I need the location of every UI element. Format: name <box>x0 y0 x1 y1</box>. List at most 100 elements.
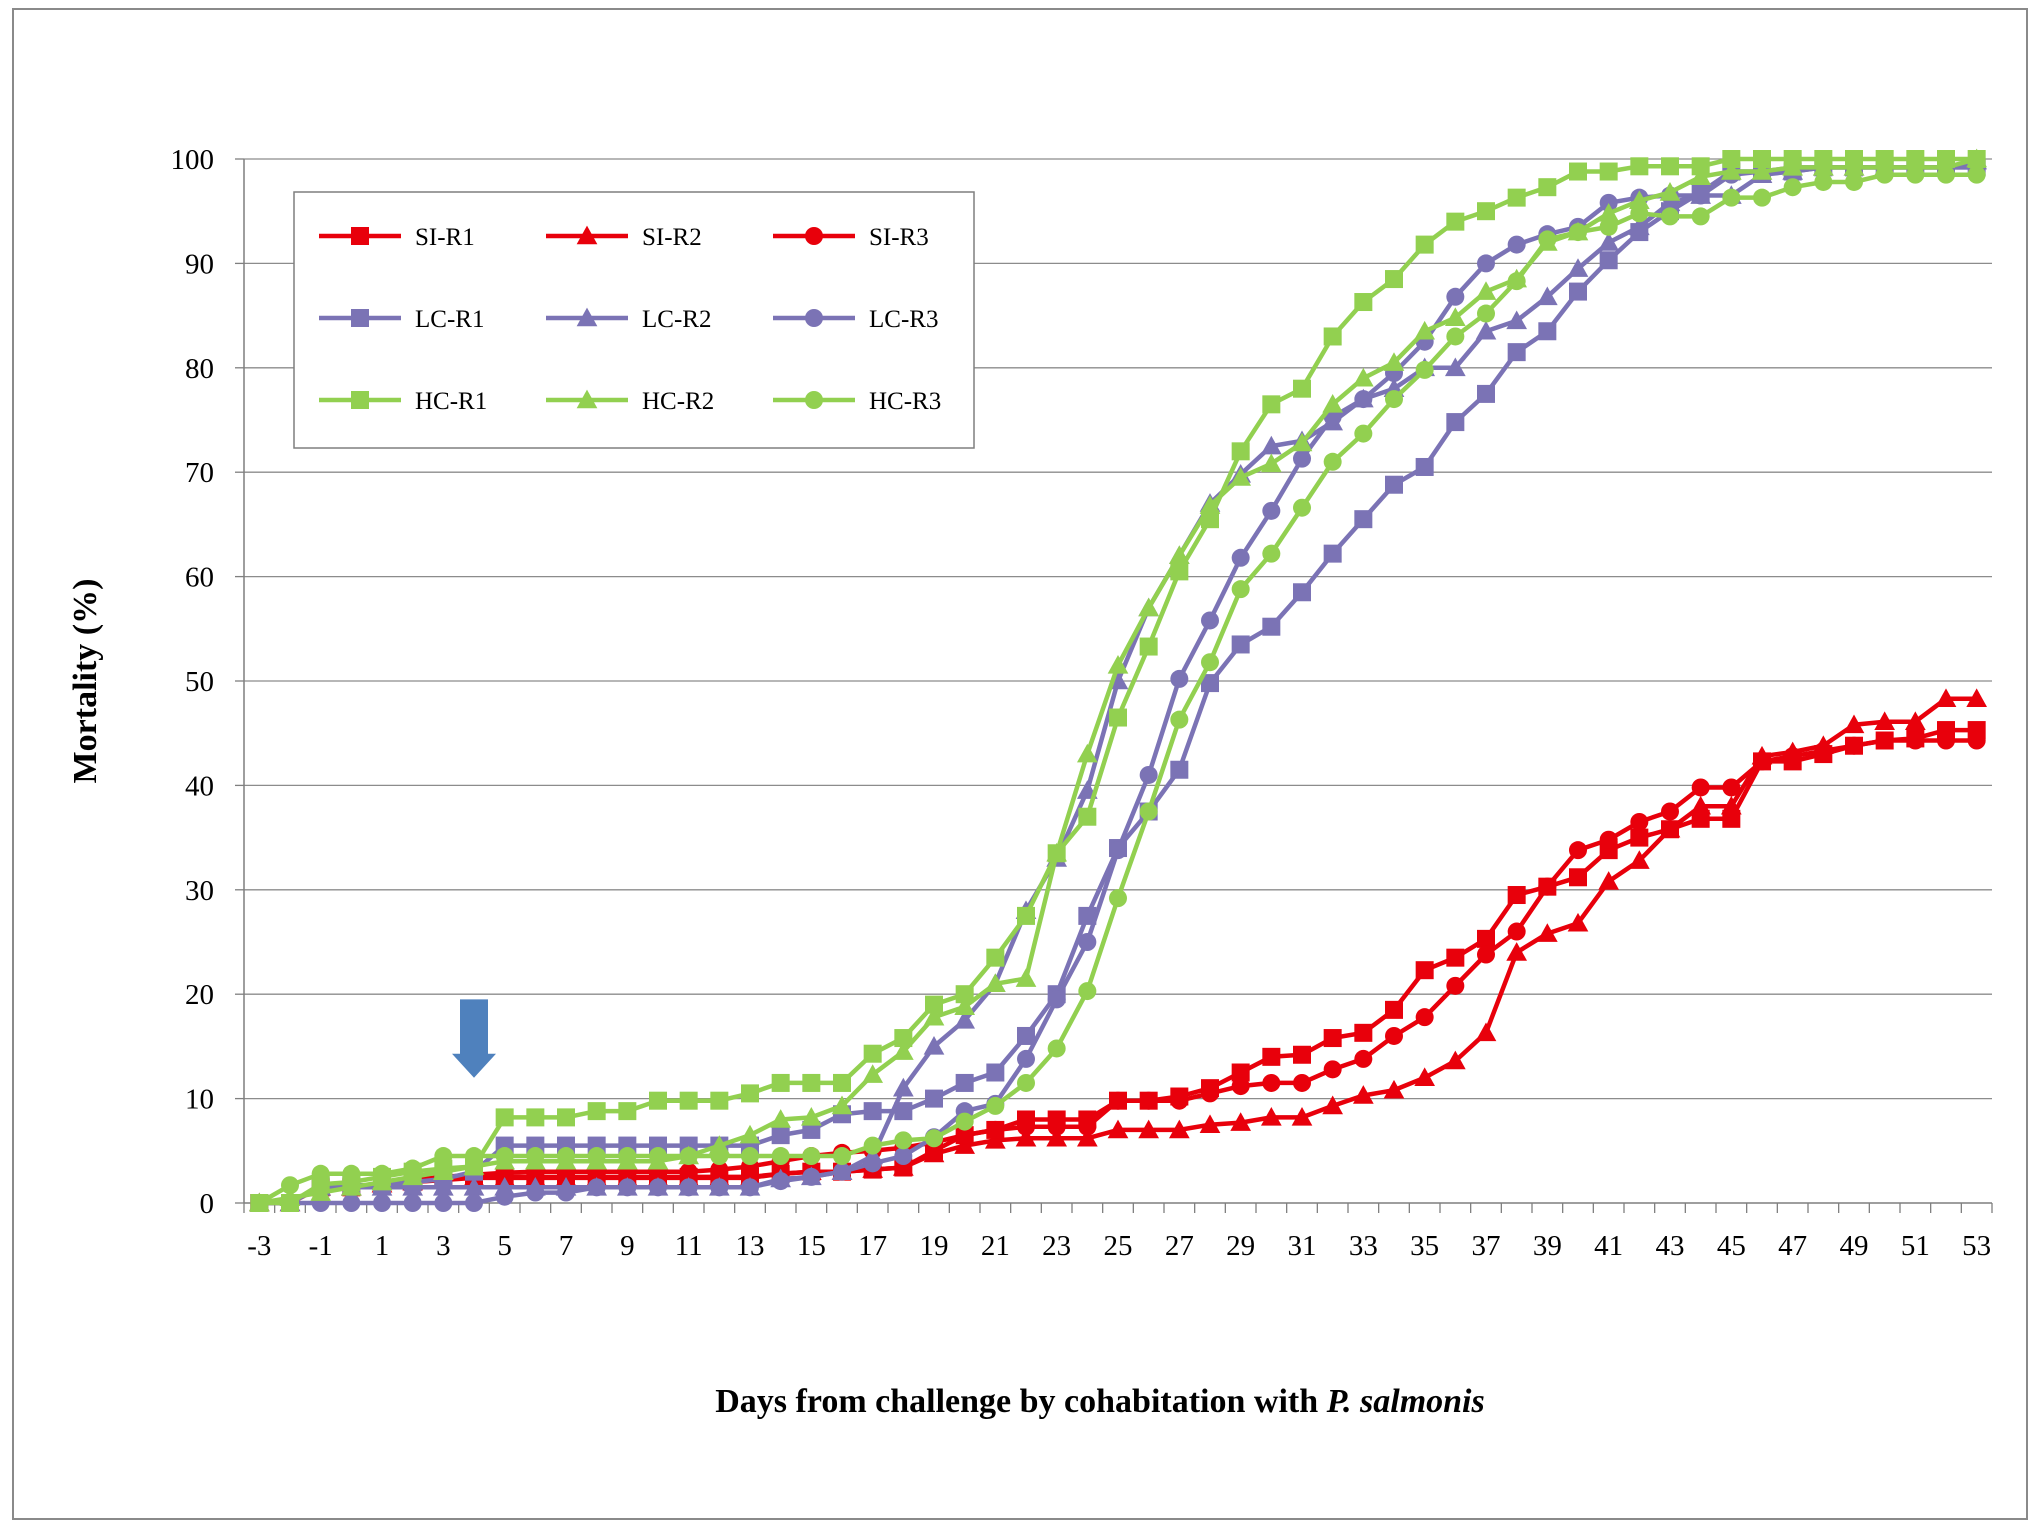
marker-circle <box>1354 424 1373 443</box>
marker-triangle <box>892 1041 914 1060</box>
marker-triangle <box>923 1143 945 1163</box>
y-tick-label: 50 <box>185 666 214 698</box>
marker-square <box>1201 674 1219 693</box>
legend-item-hc-r2: HC-R2 <box>546 388 714 415</box>
x-tick-label: 21 <box>981 1230 1010 1262</box>
marker-square <box>1630 828 1649 847</box>
marker-circle <box>587 1178 606 1197</box>
marker-square <box>1262 395 1281 414</box>
marker-square <box>1599 162 1618 181</box>
marker-circle <box>434 1194 453 1212</box>
marker-circle <box>1967 731 1986 750</box>
marker-square <box>710 1091 729 1110</box>
marker-triangle <box>1628 850 1650 869</box>
x-tick-label: 25 <box>1104 1230 1133 1262</box>
x-tick-label: 11 <box>675 1230 703 1262</box>
marker-square <box>1078 906 1097 925</box>
marker-circle <box>1722 188 1741 207</box>
y-tick-label: 70 <box>185 457 214 489</box>
legend-item-si-r1: SI-R1 <box>319 224 475 251</box>
marker-triangle <box>1444 1050 1466 1070</box>
marker-triangle <box>1383 352 1405 371</box>
marker-square <box>1753 150 1771 168</box>
marker-triangle <box>1383 1079 1405 1099</box>
marker-circle <box>557 1147 575 1166</box>
marker-triangle <box>739 1124 761 1144</box>
marker-triangle <box>1138 1119 1160 1139</box>
y-tick-label: 100 <box>171 144 215 176</box>
x-tick-label: 3 <box>436 1230 451 1262</box>
marker-triangle <box>1352 1085 1374 1104</box>
marker-circle <box>771 1172 790 1191</box>
marker-square <box>925 995 943 1014</box>
marker-circle <box>1783 178 1802 197</box>
marker-circle <box>465 1194 483 1212</box>
marker-circle <box>1017 1073 1035 1092</box>
marker-circle <box>311 1164 330 1183</box>
marker-triangle <box>1506 310 1528 330</box>
marker-circle <box>1538 230 1557 249</box>
legend-label: SI-R2 <box>642 224 702 251</box>
marker-circle <box>741 1178 759 1197</box>
series-hc-r3 <box>250 165 1986 1212</box>
marker-square <box>1446 212 1465 231</box>
marker-circle <box>1875 731 1894 750</box>
marker-triangle <box>1659 182 1681 201</box>
marker-circle <box>1814 172 1833 191</box>
marker-square <box>1538 322 1557 341</box>
marker-triangle <box>1015 968 1037 987</box>
marker-circle <box>1477 254 1495 273</box>
marker-triangle <box>1199 1114 1221 1133</box>
marker-square <box>1354 510 1373 529</box>
legend-item-lc-r2: LC-R2 <box>546 306 711 333</box>
marker-square <box>1477 929 1495 948</box>
marker-square <box>1661 157 1679 176</box>
marker-triangle <box>1322 393 1344 413</box>
marker-circle <box>925 1129 943 1148</box>
marker-circle <box>1661 802 1679 821</box>
marker-triangle <box>1046 1127 1068 1147</box>
marker-circle <box>526 1147 545 1166</box>
marker-circle <box>1201 653 1219 672</box>
marker-triangle <box>831 1095 853 1115</box>
marker-circle <box>1507 272 1526 291</box>
marker-triangle <box>1230 467 1252 486</box>
marker-circle <box>802 1147 821 1166</box>
marker-triangle <box>1966 688 1988 708</box>
marker-circle <box>1446 327 1465 346</box>
x-axis-title-italic: P. salmonis <box>1326 1383 1485 1420</box>
marker-triangle <box>1199 495 1221 514</box>
marker-circle <box>587 1147 606 1166</box>
x-tick-label: 31 <box>1288 1230 1317 1262</box>
y-tick-label: 30 <box>185 875 214 907</box>
marker-triangle <box>1138 597 1160 617</box>
marker-circle <box>741 1147 759 1166</box>
series-si-r2 <box>248 688 1988 1212</box>
marker-triangle <box>1720 795 1742 815</box>
marker-triangle <box>1475 281 1497 300</box>
marker-triangle <box>1414 320 1436 340</box>
marker-circle <box>1231 580 1250 599</box>
annotations <box>452 999 496 1078</box>
marker-triangle <box>402 1176 424 1196</box>
marker-circle <box>1569 223 1587 242</box>
legend-box <box>293 191 975 449</box>
x-tick-label: 53 <box>1962 1230 1991 1262</box>
y-tick-label: 20 <box>185 979 214 1011</box>
marker-triangle <box>1291 1107 1313 1126</box>
marker-circle <box>342 1194 361 1212</box>
marker-square <box>1569 162 1587 181</box>
marker-circle <box>710 1178 729 1197</box>
marker-square <box>925 1089 943 1108</box>
marker-triangle <box>1168 545 1190 564</box>
marker-square <box>351 227 369 245</box>
marker-circle <box>1906 731 1925 750</box>
marker-circle <box>1630 204 1649 223</box>
marker-circle <box>1047 990 1066 1009</box>
marker-circle <box>1599 217 1618 236</box>
marker-triangle <box>1506 942 1528 961</box>
marker-circle <box>1139 802 1158 821</box>
marker-circle <box>1231 548 1250 567</box>
marker-circle <box>1446 976 1465 995</box>
marker-circle <box>1170 1091 1189 1110</box>
